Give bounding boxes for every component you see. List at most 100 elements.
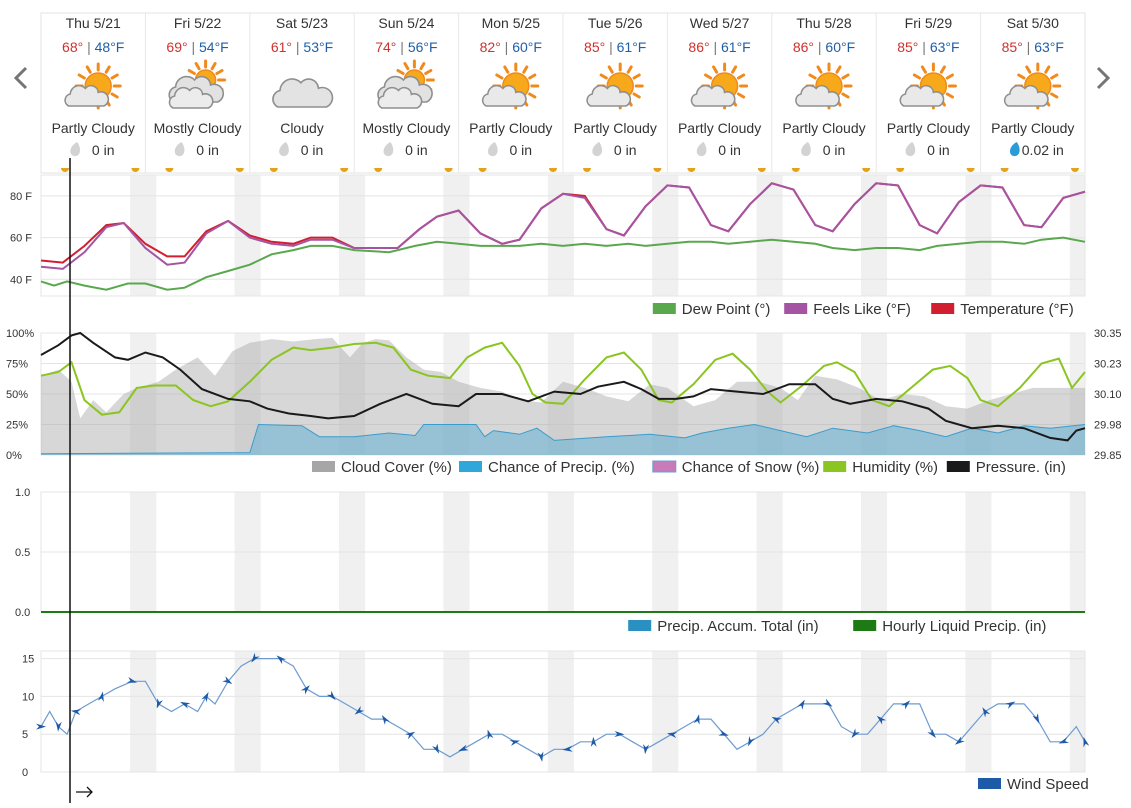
sun-ray: [503, 65, 510, 74]
wind-direction-arrow: [876, 715, 887, 725]
sun-ray: [945, 73, 954, 80]
y-tick-label-right: 29.85: [1094, 450, 1122, 462]
precip-amount: 0 in: [405, 142, 428, 158]
forecast-day-8: Fri 5/29 85° | 63°F Partly Cloudy 0 in: [875, 13, 975, 173]
night-band: [965, 175, 992, 296]
high-temp: 85°: [1002, 39, 1023, 55]
high-low-temp: 86° | 60°F: [793, 39, 855, 55]
high-temp: 68°: [62, 39, 83, 55]
sun-ray: [1044, 65, 1051, 74]
day-label: Thu 5/21: [66, 15, 121, 31]
raindrop-grey-icon: [70, 142, 81, 157]
sun-ray: [187, 69, 196, 75]
temp-separator: |: [396, 39, 407, 55]
partly-cloudy-icon: [586, 62, 644, 110]
sunrise-marker: [791, 168, 800, 172]
precip-amount: 0.02 in: [1022, 142, 1064, 158]
forecast-day-6: Wed 5/27 86° | 61°F Partly Cloudy 0 in: [666, 13, 766, 173]
high-low-temp: 61° | 53°F: [271, 39, 333, 55]
precip-chance-line: [40, 423, 1086, 455]
sun-ray: [110, 73, 119, 80]
y-tick-label-left: 50%: [6, 389, 28, 401]
sunrise-marker: [61, 168, 69, 172]
wind-direction-arrow: [251, 652, 260, 663]
wind-direction-arrow: [180, 701, 191, 709]
sun-ray: [632, 73, 641, 80]
y-tick-label: 0.5: [15, 547, 30, 559]
sun-ray: [945, 92, 954, 99]
time-cursor: [69, 158, 93, 803]
temp-separator: |: [188, 39, 199, 55]
high-low-temp: 86° | 61°F: [688, 39, 750, 55]
sun-ray: [626, 65, 633, 74]
y-tick-label: 1.0: [15, 487, 30, 499]
legend-label: Wind Speed: [1007, 776, 1089, 793]
sun-ray: [939, 65, 946, 74]
wind-direction-arrow: [381, 714, 390, 725]
high-low-temp: 82° | 60°F: [480, 39, 542, 55]
y-tick-label-left: 100%: [6, 328, 34, 340]
sunset-marker: [235, 168, 244, 172]
forecast-day-4: Mon 5/25 82° | 60°F Partly Cloudy 0 in: [458, 13, 557, 173]
wind-direction-arrow: [487, 729, 494, 740]
wind-direction-arrow: [97, 691, 104, 702]
legend-label: Precip. Accum. Total (in): [657, 618, 818, 635]
day-label: Wed 5/27: [690, 15, 750, 31]
raindrop-blue-icon: [1009, 142, 1020, 157]
wind-direction-arrow: [126, 677, 138, 683]
low-temp: 61°F: [721, 39, 751, 55]
sun-ray: [704, 73, 713, 80]
high-low-temp: 69° | 54°F: [166, 39, 228, 55]
y-tick-label: 10: [22, 691, 34, 703]
next-days-button[interactable]: [1089, 58, 1117, 98]
sun-ray: [912, 73, 922, 80]
wind-direction-arrow: [693, 714, 700, 725]
night-band: [1069, 651, 1085, 772]
raindrop-grey-icon: [174, 142, 185, 157]
high-temp: 61°: [271, 39, 292, 55]
high-temp: 85°: [897, 39, 918, 55]
atmosphere-chart: 0% 29.85 25% 29.98 50% 30.10 75% 30.23 100% 30.35…: [6, 328, 1122, 476]
wind-direction-arrow: [771, 716, 782, 724]
y-tick-label-right: 30.23: [1094, 359, 1122, 371]
sun-ray: [77, 73, 86, 80]
wind-direction-arrow: [70, 709, 82, 716]
forecast-day-3: Sun 5/24 74° | 56°F Mostly Cloudy 0 in: [353, 13, 453, 173]
precip-amount: 0 in: [301, 142, 324, 158]
wind-direction-arrow: [748, 736, 755, 747]
y-tick-label-right: 30.10: [1094, 389, 1122, 401]
partly-cloudy-icon: [1003, 62, 1062, 110]
condition-label: Mostly Cloudy: [154, 120, 242, 136]
legend-label: Humidity (%): [852, 459, 938, 476]
raindrop-grey-icon: [905, 142, 916, 157]
legend-label: Hourly Liquid Precip. (in): [882, 618, 1046, 635]
night-band: [860, 175, 888, 296]
prev-days-button[interactable]: [7, 58, 35, 98]
precip-amount: 0 in: [92, 142, 115, 158]
forecast-day-1: Fri 5/22 69° | 54°F Mostly Cloudy 0 in: [144, 13, 244, 173]
legend-swatch: [946, 461, 970, 472]
night-band: [338, 175, 366, 296]
wind-direction-arrow: [276, 655, 287, 665]
precipitation-chart: 0.0 0.5 1.0 Hourly Liquid Precip. (in) Preci…: [15, 487, 1086, 635]
precip-amount: 0 in: [927, 142, 950, 158]
temp-separator: |: [1023, 39, 1034, 55]
y-tick-label: 0.0: [15, 607, 30, 619]
night-band: [547, 175, 574, 296]
y-tick-label: 0: [22, 767, 28, 779]
legend-swatch: [931, 303, 955, 314]
forecast-day-5: Tue 5/26 85° | 61°F Partly Cloudy 0 in: [562, 13, 662, 173]
precip-amount: 0 in: [718, 142, 741, 158]
legend-swatch: [823, 461, 847, 472]
sunrise-marker: [374, 168, 383, 172]
raindrop-grey-icon: [696, 142, 707, 157]
partly-cloudy-icon: [64, 62, 122, 110]
wind-direction-arrow: [614, 731, 625, 738]
wind-direction-arrow: [201, 691, 209, 703]
sun-ray: [424, 69, 433, 75]
wind-direction-arrow: [643, 744, 650, 755]
cloud-glyph: [899, 84, 945, 107]
wind-direction-arrow: [509, 740, 520, 746]
